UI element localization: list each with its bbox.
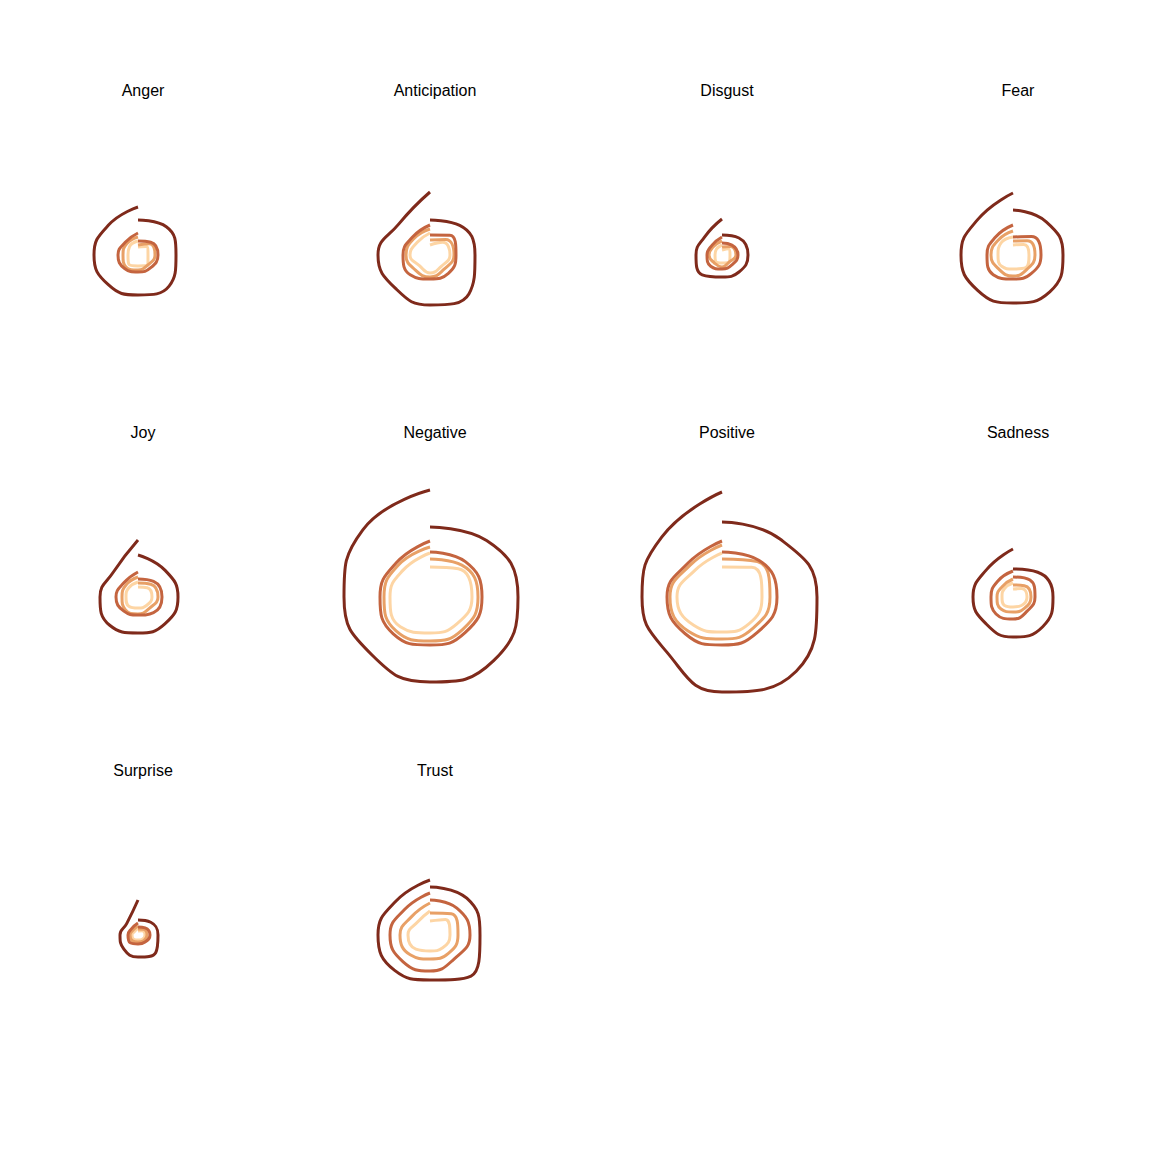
svg-text:Disgust: Disgust xyxy=(700,82,754,99)
svg-text:Anticipation: Anticipation xyxy=(394,82,477,99)
svg-text:Joy: Joy xyxy=(131,424,156,441)
svg-text:Trust: Trust xyxy=(417,762,453,779)
svg-text:Sadness: Sadness xyxy=(987,424,1049,441)
svg-text:Negative: Negative xyxy=(403,424,466,441)
svg-text:Surprise: Surprise xyxy=(113,762,173,779)
svg-text:Anger: Anger xyxy=(122,82,165,99)
svg-text:Fear: Fear xyxy=(1002,82,1036,99)
svg-text:Positive: Positive xyxy=(699,424,755,441)
